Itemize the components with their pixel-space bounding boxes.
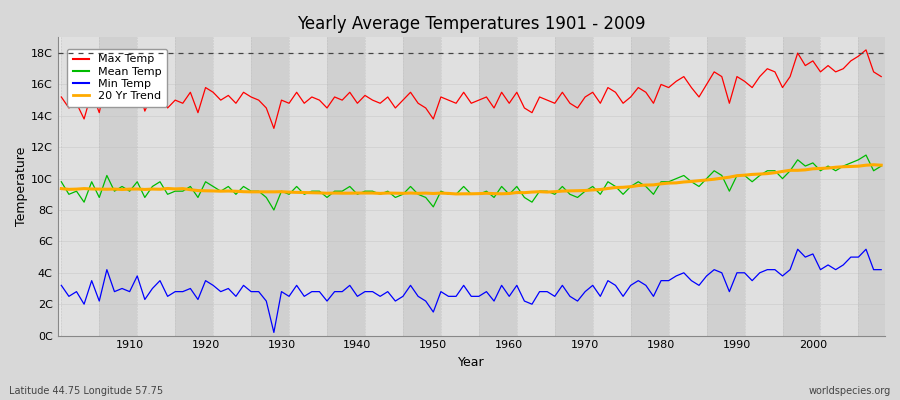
Legend: Max Temp, Mean Temp, Min Temp, 20 Yr Trend: Max Temp, Mean Temp, Min Temp, 20 Yr Tre… <box>68 49 167 107</box>
Bar <box>744 37 782 336</box>
Bar <box>289 37 327 336</box>
Bar <box>821 37 859 336</box>
Bar <box>479 37 517 336</box>
Title: Yearly Average Temperatures 1901 - 2009: Yearly Average Temperatures 1901 - 2009 <box>297 15 645 33</box>
Bar <box>441 37 479 336</box>
Bar <box>403 37 441 336</box>
Bar <box>706 37 744 336</box>
Bar <box>593 37 631 336</box>
Bar <box>213 37 251 336</box>
Bar <box>137 37 176 336</box>
Bar <box>896 37 900 336</box>
Text: worldspecies.org: worldspecies.org <box>809 386 891 396</box>
X-axis label: Year: Year <box>458 356 484 369</box>
Bar <box>61 37 99 336</box>
Bar <box>99 37 137 336</box>
Bar <box>365 37 403 336</box>
Bar <box>631 37 669 336</box>
Y-axis label: Temperature: Temperature <box>15 147 28 226</box>
Bar <box>517 37 554 336</box>
Bar <box>859 37 896 336</box>
Bar <box>782 37 821 336</box>
Bar <box>327 37 365 336</box>
Text: Latitude 44.75 Longitude 57.75: Latitude 44.75 Longitude 57.75 <box>9 386 163 396</box>
Bar <box>554 37 593 336</box>
Bar <box>251 37 289 336</box>
Bar <box>176 37 213 336</box>
Bar <box>669 37 707 336</box>
